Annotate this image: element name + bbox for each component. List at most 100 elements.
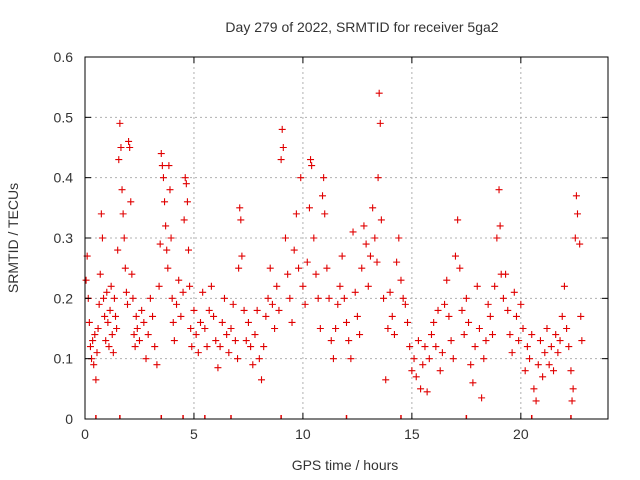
data-point (192, 331, 200, 339)
data-point (386, 288, 394, 296)
data-point (577, 312, 585, 320)
y-tick-label: 0 (65, 411, 73, 427)
x-tick-label: 5 (190, 426, 198, 442)
axis-ticks (84, 56, 608, 420)
data-point (408, 367, 416, 375)
data-point (397, 276, 405, 284)
data-point (238, 252, 246, 260)
y-tick-label: 0.4 (54, 170, 74, 186)
data-point (155, 282, 163, 290)
data-point (247, 343, 255, 351)
data-point (423, 388, 431, 396)
data-points (82, 89, 586, 405)
data-point (271, 325, 279, 332)
data-point (231, 337, 239, 345)
data-point (159, 174, 167, 182)
data-point (292, 210, 300, 218)
data-point (133, 325, 141, 332)
data-point (242, 337, 250, 345)
data-point (364, 282, 372, 290)
data-point (229, 300, 237, 308)
data-point (480, 355, 488, 363)
data-point (258, 376, 266, 384)
data-point (545, 361, 553, 369)
data-point (417, 385, 425, 393)
data-point (288, 318, 296, 326)
data-point (284, 270, 292, 278)
data-point (358, 264, 366, 272)
data-point (286, 294, 294, 302)
data-point (558, 312, 566, 320)
x-tick-label: 0 (81, 426, 89, 442)
data-point (506, 331, 514, 339)
data-point (517, 300, 525, 308)
y-tick-label: 0.3 (54, 230, 74, 246)
data-point (119, 210, 127, 218)
data-point (572, 192, 580, 200)
data-point (534, 361, 542, 369)
data-point (556, 337, 564, 345)
data-point (125, 137, 133, 145)
data-point (458, 306, 466, 314)
data-point (244, 318, 252, 326)
data-point (207, 282, 215, 290)
data-point (95, 300, 103, 308)
data-point (128, 270, 136, 278)
data-point (166, 186, 174, 194)
data-point (169, 318, 177, 326)
data-point (375, 89, 383, 97)
data-point (82, 276, 90, 284)
data-point (223, 331, 231, 339)
data-point (332, 325, 340, 332)
data-point (131, 343, 139, 351)
data-point (550, 367, 558, 375)
data-point (101, 312, 109, 320)
data-point (266, 264, 274, 272)
data-point (305, 204, 313, 212)
data-point (220, 294, 228, 302)
y-tick-label: 0.1 (54, 351, 74, 367)
data-point (98, 234, 106, 242)
data-point (349, 228, 357, 236)
data-point (146, 294, 154, 302)
data-point (323, 264, 331, 272)
data-point (495, 186, 503, 194)
data-point (185, 246, 193, 254)
data-point (278, 125, 286, 133)
data-point (552, 331, 560, 339)
data-point (523, 343, 531, 351)
data-point (89, 337, 97, 345)
data-point (519, 325, 527, 332)
data-point (109, 349, 117, 357)
data-point (156, 240, 164, 248)
data-point (380, 294, 388, 302)
data-point (307, 156, 315, 164)
x-axis-label: GPS time / hours (292, 457, 399, 473)
data-point (105, 343, 113, 351)
y-axis-label: SRMTID / TECUs (5, 183, 21, 293)
data-point (356, 331, 364, 339)
data-point (421, 343, 429, 351)
data-point (120, 234, 128, 242)
data-point (445, 312, 453, 320)
data-point (327, 337, 335, 345)
data-point (85, 318, 93, 326)
grid (85, 57, 608, 419)
data-point (425, 355, 433, 363)
data-point (312, 270, 320, 278)
data-point (404, 318, 412, 326)
data-point (568, 397, 576, 405)
data-point (129, 294, 137, 302)
data-point (290, 246, 298, 254)
data-point (260, 343, 268, 351)
data-point (539, 373, 547, 381)
data-point (164, 264, 172, 272)
data-point (97, 210, 105, 218)
data-point (491, 282, 499, 290)
data-point (90, 361, 98, 369)
data-point (475, 325, 483, 332)
data-point (158, 162, 166, 170)
data-point (92, 376, 100, 384)
data-point (438, 349, 446, 357)
data-point (279, 144, 287, 151)
